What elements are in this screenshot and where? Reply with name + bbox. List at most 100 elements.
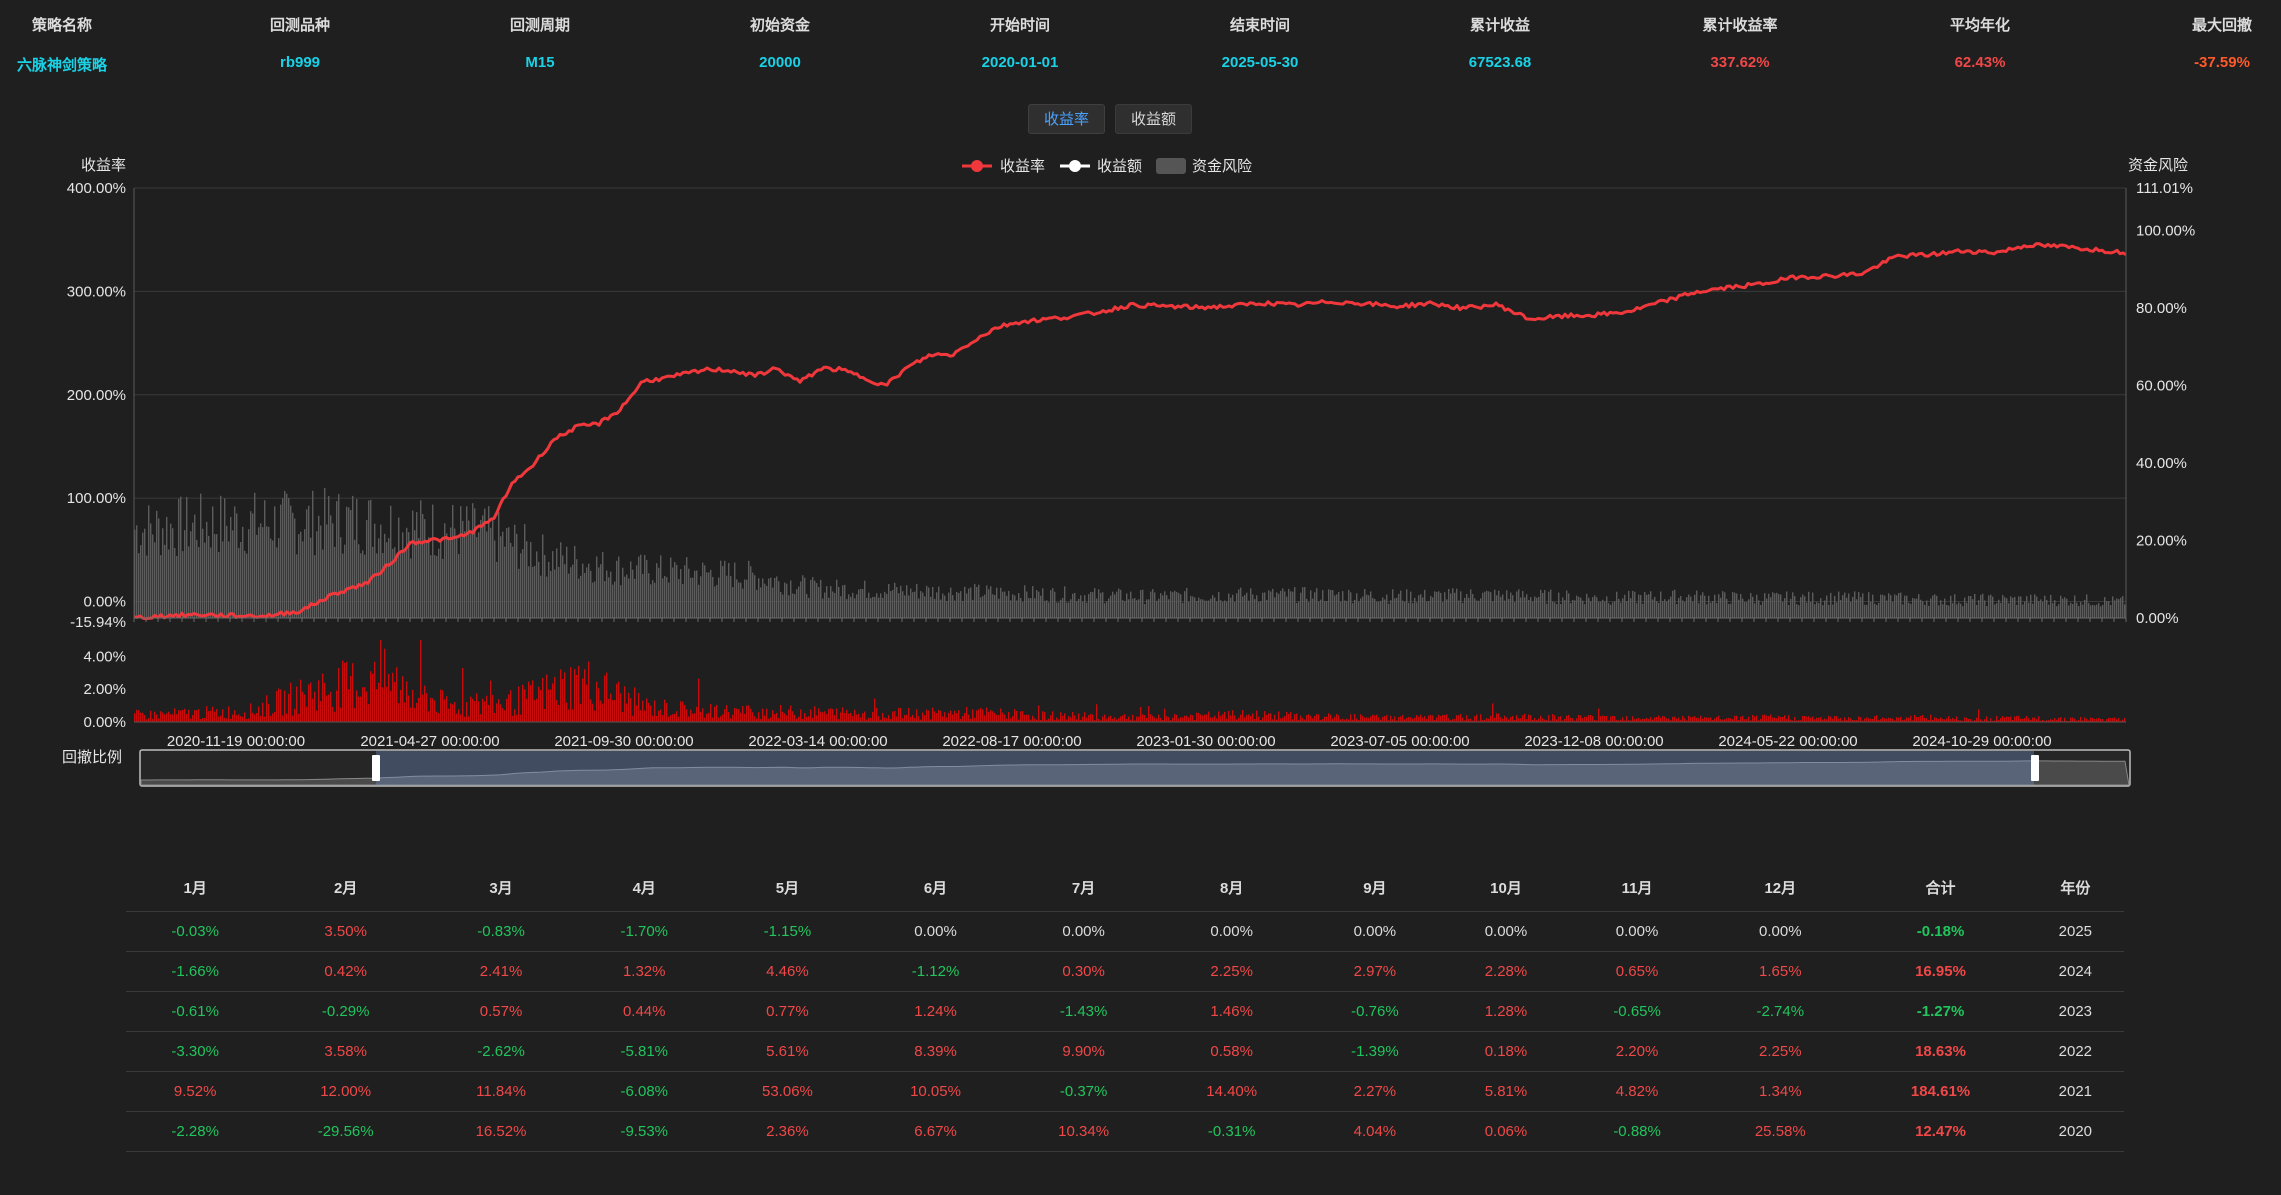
capital-risk-bar xyxy=(198,547,200,618)
capital-risk-bar xyxy=(1340,601,1342,618)
capital-risk-bar xyxy=(1062,597,1064,618)
drawdown-bar xyxy=(1196,712,1198,722)
capital-risk-bar xyxy=(1214,597,1216,618)
capital-risk-bar xyxy=(1020,597,1022,618)
capital-risk-bar xyxy=(1076,601,1078,618)
drawdown-bar xyxy=(356,690,358,722)
capital-risk-bar xyxy=(1178,592,1180,618)
drawdown-bar xyxy=(934,711,936,722)
capital-risk-bar xyxy=(224,498,226,618)
data-zoom-selection[interactable] xyxy=(376,751,2034,785)
drawdown-bar xyxy=(1644,718,1646,722)
drawdown-bar xyxy=(2076,720,2078,722)
drawdown-bar xyxy=(1062,715,1064,722)
month-return-cell: -0.83% xyxy=(426,911,576,952)
drawdown-bar xyxy=(844,713,846,722)
capital-risk-bar xyxy=(1656,601,1658,618)
capital-risk-bar xyxy=(2120,597,2122,618)
drawdown-bar xyxy=(236,715,238,722)
return-rate-toggle-button[interactable]: 收益率 xyxy=(1028,104,1106,134)
capital-risk-bar xyxy=(1892,601,1894,618)
drawdown-bar xyxy=(964,712,966,722)
drawdown-bar xyxy=(2050,719,2052,722)
right-axis-tick: 100.00% xyxy=(2136,223,2195,240)
drawdown-bar xyxy=(1702,718,1704,722)
drawdown-bar xyxy=(872,711,874,722)
capital-risk-bar xyxy=(1648,594,1650,618)
drawdown-bar xyxy=(1092,714,1094,722)
legend-item-capital-risk[interactable]: 资金风险 xyxy=(1156,158,1252,175)
drawdown-bar xyxy=(1786,718,1788,722)
drawdown-bar xyxy=(656,715,658,722)
capital-risk-bar xyxy=(1094,588,1096,618)
month-return-cell: 2.97% xyxy=(1305,951,1445,992)
drawdown-bar xyxy=(1198,713,1200,722)
capital-risk-bar xyxy=(490,527,492,618)
drawdown-bar xyxy=(1208,711,1210,722)
capital-risk-bar xyxy=(2068,605,2070,618)
drawdown-bar xyxy=(1998,719,2000,722)
drawdown-bar xyxy=(668,716,670,722)
capital-risk-bar xyxy=(446,533,448,618)
drawdown-bar xyxy=(518,686,520,722)
drawdown-bar xyxy=(1434,720,1436,722)
capital-risk-bar xyxy=(374,523,376,618)
drawdown-bar xyxy=(218,716,220,722)
drawdown-bar xyxy=(276,690,278,722)
capital-risk-bar xyxy=(448,537,450,618)
data-zoom-start-handle[interactable] xyxy=(372,755,380,781)
capital-risk-bar xyxy=(376,553,378,618)
drawdown-bar xyxy=(1358,720,1360,722)
capital-risk-bar xyxy=(1508,598,1510,618)
drawdown-bar xyxy=(1144,715,1146,722)
drawdown-bar xyxy=(678,716,680,722)
capital-risk-bar xyxy=(330,515,332,618)
legend-item-return-rate[interactable]: 收益率 xyxy=(962,158,1045,175)
drawdown-bar xyxy=(408,695,410,722)
drawdown-bar xyxy=(1320,720,1322,722)
month-return-cell: 0.00% xyxy=(1305,911,1445,952)
capital-risk-bar xyxy=(868,592,870,618)
drawdown-bar xyxy=(358,696,360,722)
drawdown-bar xyxy=(862,713,864,722)
drawdown-bar xyxy=(1736,715,1738,722)
month-return-cell: -0.61% xyxy=(126,991,265,1032)
capital-risk-bar xyxy=(1814,604,1816,618)
drawdown-bar xyxy=(818,708,820,722)
legend-item-return-amount[interactable]: 收益额 xyxy=(1060,158,1142,175)
capital-risk-bar xyxy=(1400,590,1402,618)
drawdown-bar xyxy=(1212,717,1214,722)
drawdown-bar xyxy=(538,686,540,722)
drawdown-bar xyxy=(1496,713,1498,722)
capital-risk-bar xyxy=(370,499,372,618)
capital-risk-bar xyxy=(1408,602,1410,618)
drawdown-bar xyxy=(520,714,522,722)
drawdown-bar xyxy=(830,708,832,722)
drawdown-bar xyxy=(1328,713,1330,722)
capital-risk-bar xyxy=(664,575,666,618)
drawdown-bar xyxy=(644,710,646,722)
capital-risk-bar xyxy=(1420,594,1422,618)
drawdown-bar xyxy=(1330,714,1332,722)
drawdown-bar xyxy=(570,667,572,722)
capital-risk-bar xyxy=(1022,602,1024,618)
drawdown-bar xyxy=(778,718,780,722)
data-zoom-end-handle[interactable] xyxy=(2031,755,2039,781)
drawdown-bar xyxy=(554,677,556,722)
capital-risk-bar xyxy=(1738,599,1740,618)
drawdown-bar xyxy=(1678,717,1680,722)
drawdown-bar xyxy=(566,702,568,722)
capital-risk-bar xyxy=(1826,595,1828,618)
drawdown-bar xyxy=(1032,715,1034,722)
drawdown-bar xyxy=(502,708,504,722)
capital-risk-bar xyxy=(864,580,866,618)
capital-risk-bar xyxy=(2030,594,2032,618)
drawdown-bar xyxy=(192,715,194,722)
capital-risk-bar xyxy=(444,523,446,618)
month-return-cell: -0.31% xyxy=(1157,1111,1306,1152)
return-amount-toggle-button[interactable]: 收益额 xyxy=(1115,104,1193,134)
drawdown-bar xyxy=(210,710,212,722)
capital-risk-bar xyxy=(656,563,658,618)
capital-risk-bar xyxy=(1060,599,1062,618)
capital-risk-bar xyxy=(758,578,760,618)
